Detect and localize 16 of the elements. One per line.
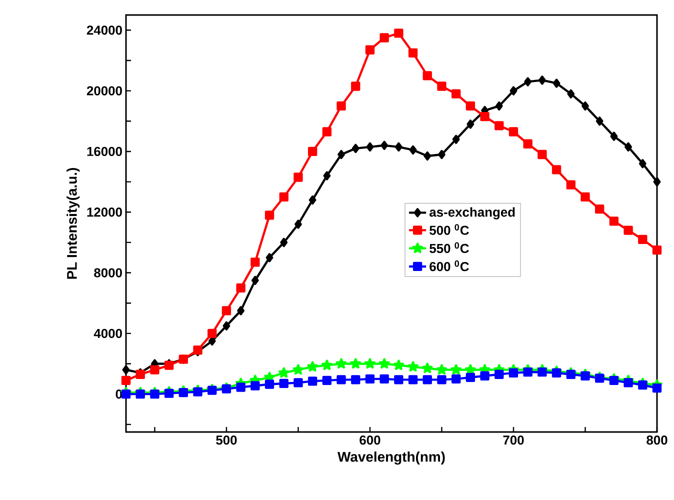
y-tick-label: 24000: [86, 26, 122, 35]
legend-label: 600 $^{0}$C: [430, 260, 469, 272]
y-tick-label: 12000: [87, 208, 122, 217]
y-tick-label: 16000: [87, 146, 122, 156]
x-tick-label: 800: [646, 436, 668, 445]
x-tick-label: 500: [216, 436, 237, 445]
x-tick-label: 700: [503, 436, 524, 445]
x-axis-title: Wavelength(nm): [338, 452, 445, 465]
x-tick-label: 600: [360, 436, 380, 445]
y-tick-label: 8000: [94, 268, 122, 278]
legend-label: 500 $^{0}$C: [430, 224, 469, 235]
legend-label: as-exchanged: [430, 207, 515, 220]
y-tick-label: 20000: [86, 86, 122, 96]
y-tick-label: 4000: [94, 328, 122, 338]
legend-label: 550 $^{0}$C: [430, 242, 469, 254]
y-axis-title: PL Intensity(a.u.): [66, 168, 80, 279]
